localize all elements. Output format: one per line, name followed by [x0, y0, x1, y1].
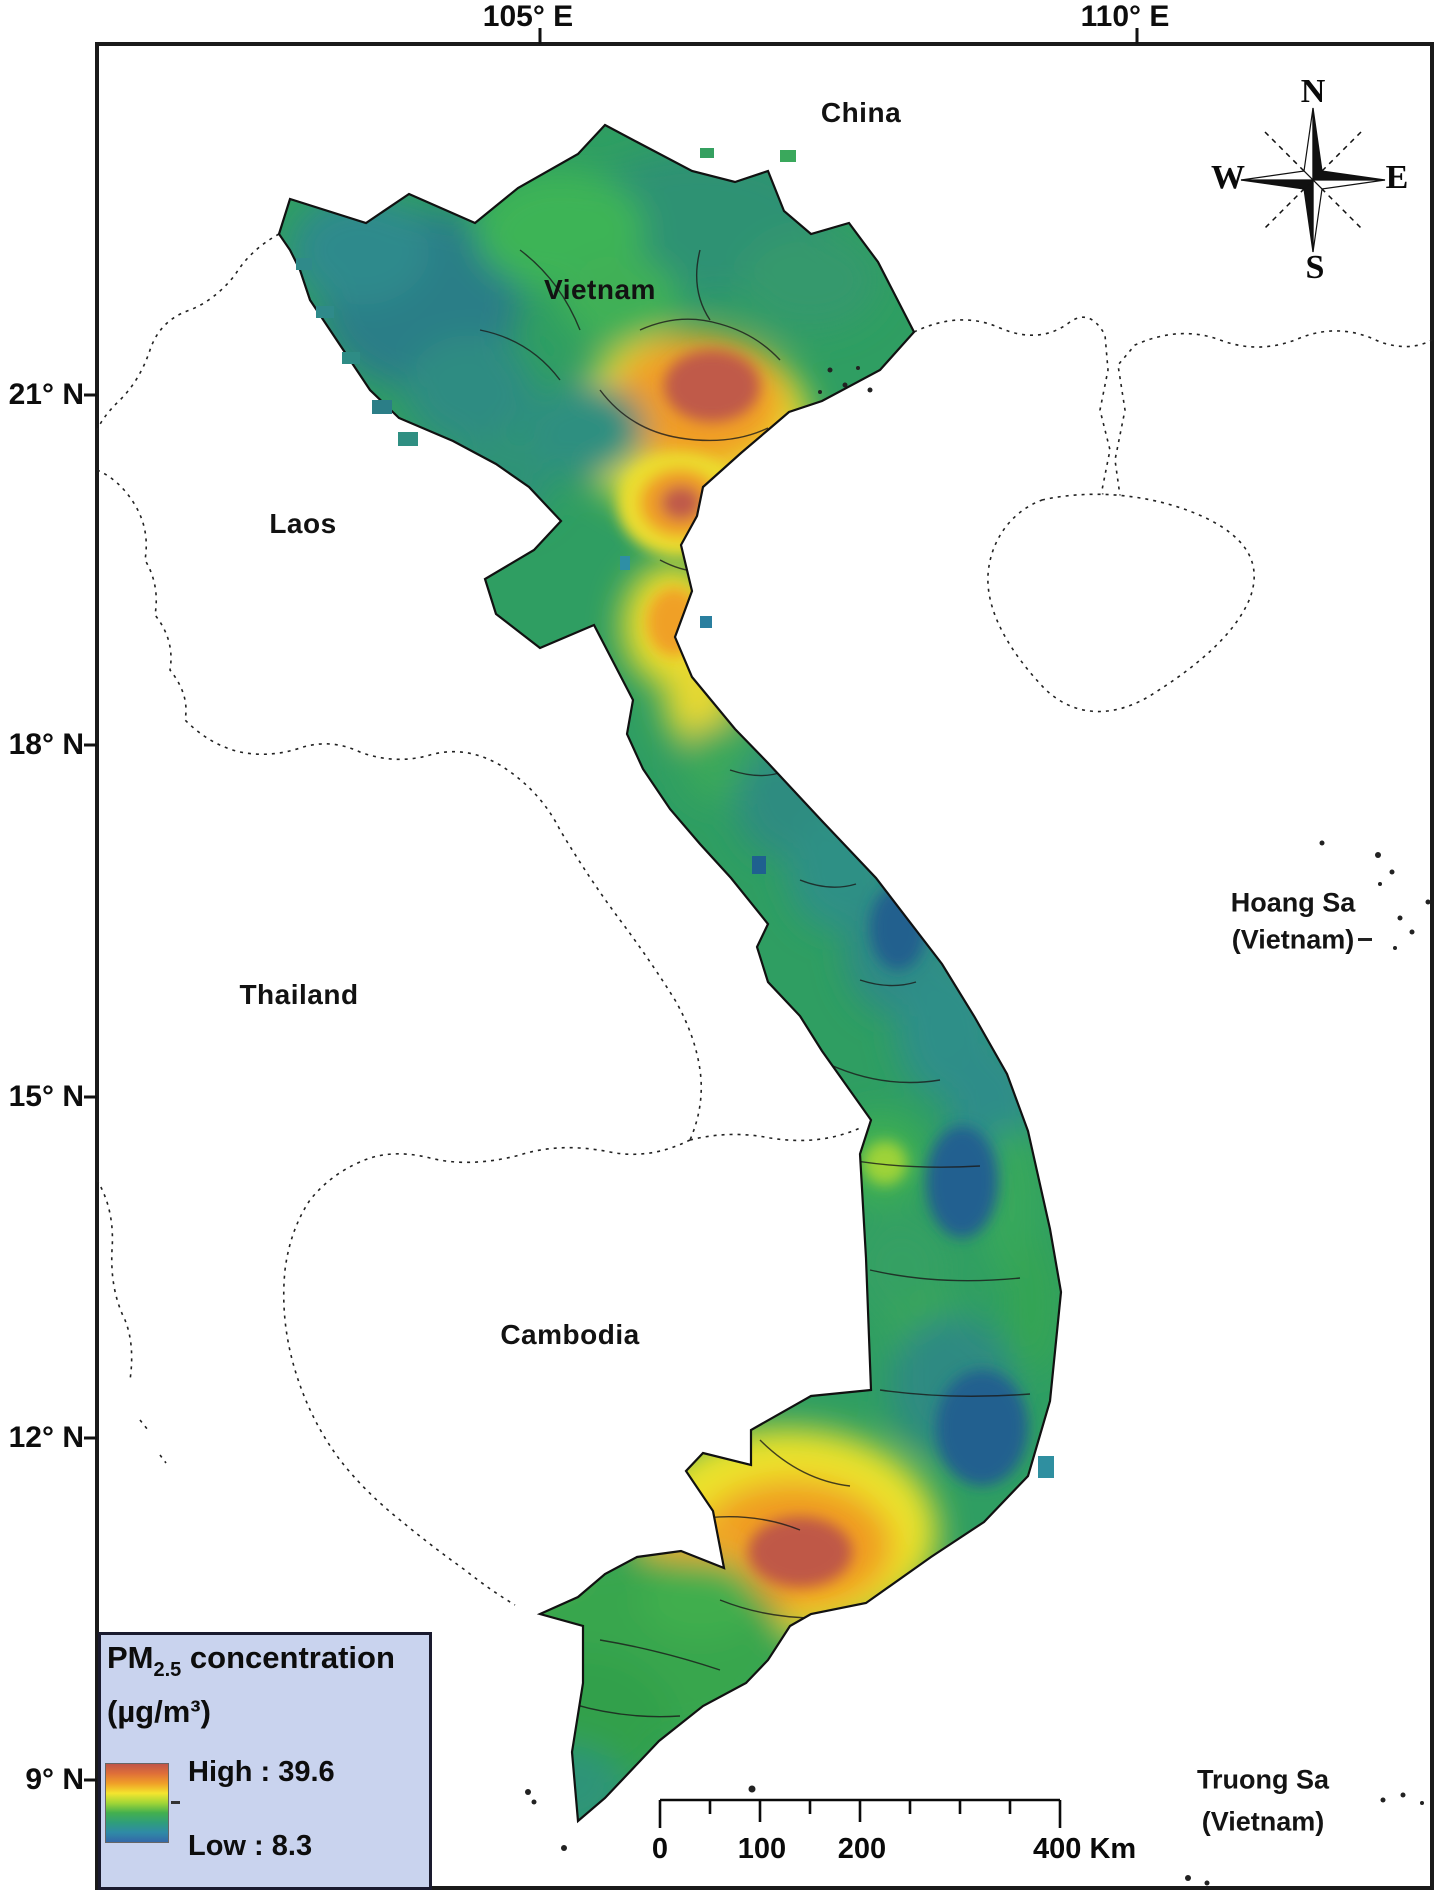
legend-high-label: High : 39.6 [188, 1756, 335, 1788]
label-hoang-sa-line2: (Vietnam) [1231, 924, 1355, 955]
scale-label-200: 200 [837, 1833, 887, 1865]
legend-panel: PM2.5 concentration (µg/m³) High : 39.6 … [98, 1632, 432, 1890]
neighbor-borders [96, 233, 1433, 1606]
compass-rose-icon [1240, 107, 1386, 253]
scale-label-400km: 400 Km [1033, 1833, 1137, 1865]
compass-w-label: W [1211, 159, 1245, 196]
hainan-island [987, 493, 1255, 713]
legend-low-label: Low : 8.3 [188, 1830, 313, 1862]
compass-s-label: S [1305, 249, 1325, 286]
legend-gradient-bar [105, 1763, 169, 1843]
legend-title-rest: concentration [181, 1640, 395, 1675]
label-hoang-sa-line1: Hoang Sa [1230, 887, 1356, 918]
vietnam-outline [277, 123, 1063, 1824]
compass-n-label: N [1300, 73, 1326, 110]
label-truong-sa-line1: Truong Sa [1196, 1764, 1330, 1795]
legend-unit: (µg/m³) [107, 1694, 211, 1729]
country-label-cambodia: Cambodia [500, 1319, 640, 1350]
axis-ticks [84, 28, 1139, 1782]
country-label-thailand: Thailand [239, 979, 359, 1010]
lat-label-21n: 21° N [8, 378, 84, 411]
lat-label-18n: 18° N [8, 728, 84, 761]
lat-label-15n: 15° N [8, 1080, 84, 1113]
country-label-vietnam: Vietnam [544, 274, 656, 305]
country-label-laos: Laos [269, 508, 337, 539]
legend-title-pm: PM [107, 1640, 154, 1675]
lat-label-9n: 9° N [25, 1763, 84, 1796]
compass-e-label: E [1385, 159, 1409, 196]
raster-fragments [296, 148, 1054, 1478]
scale-label-0: 0 [651, 1833, 669, 1865]
legend-title-sub: 2.5 [153, 1659, 182, 1681]
lon-label-110e: 110° E [1080, 0, 1170, 33]
lat-label-12n: 12° N [8, 1421, 84, 1454]
scale-label-100: 100 [737, 1833, 787, 1865]
scale-bar [658, 1798, 1062, 1828]
label-truong-sa-line2: (Vietnam) [1201, 1806, 1325, 1837]
legend-gradient-tick [171, 1801, 180, 1804]
country-label-china: China [820, 97, 902, 128]
lon-label-105e: 105° E [482, 0, 574, 33]
legend-title: PM2.5 concentration (µg/m³) [107, 1637, 395, 1733]
island-specks [525, 366, 1431, 1886]
